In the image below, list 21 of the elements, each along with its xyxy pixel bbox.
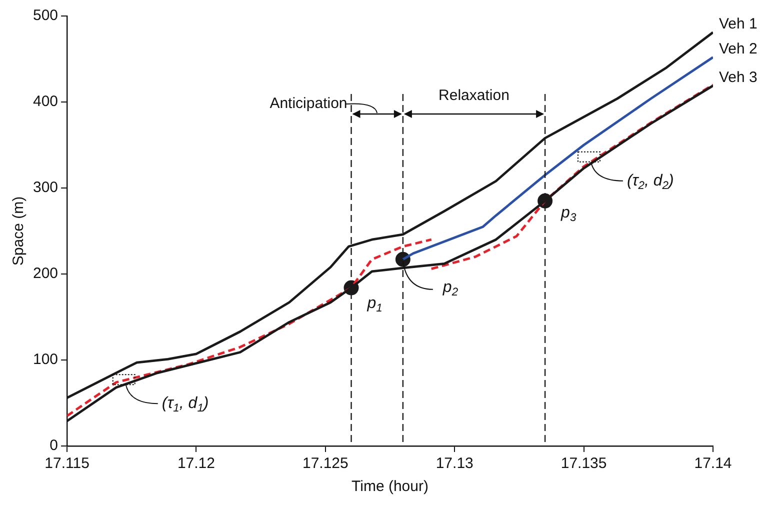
y-tick-label: 500 <box>32 7 58 24</box>
x-axis-title: Time (hour) <box>352 478 428 496</box>
series-label: Veh 2 <box>719 40 758 58</box>
line-series <box>430 84 713 270</box>
x-tick-label: 17.115 <box>44 455 90 472</box>
x-tick-label: 17.135 <box>560 455 607 472</box>
line-series <box>67 238 433 418</box>
y-tick-label: 300 <box>32 179 58 196</box>
x-tick-label: 17.13 <box>436 455 474 472</box>
series-label: Veh 3 <box>719 68 758 86</box>
y-tick-label: 100 <box>32 351 58 368</box>
annotation: Anticipation <box>270 95 348 112</box>
y-tick-label: 400 <box>32 93 58 110</box>
series-label: Veh 1 <box>719 15 758 32</box>
annotation: Relaxation <box>438 87 510 104</box>
x-tick-label: 17.12 <box>177 455 215 472</box>
y-axis-title: Space (m) <box>10 196 28 266</box>
x-tick-label: 17.125 <box>302 455 348 472</box>
x-tick-label: 17.14 <box>694 455 732 472</box>
y-tick-label: 200 <box>32 265 58 282</box>
y-tick-label: 0 <box>50 437 58 454</box>
